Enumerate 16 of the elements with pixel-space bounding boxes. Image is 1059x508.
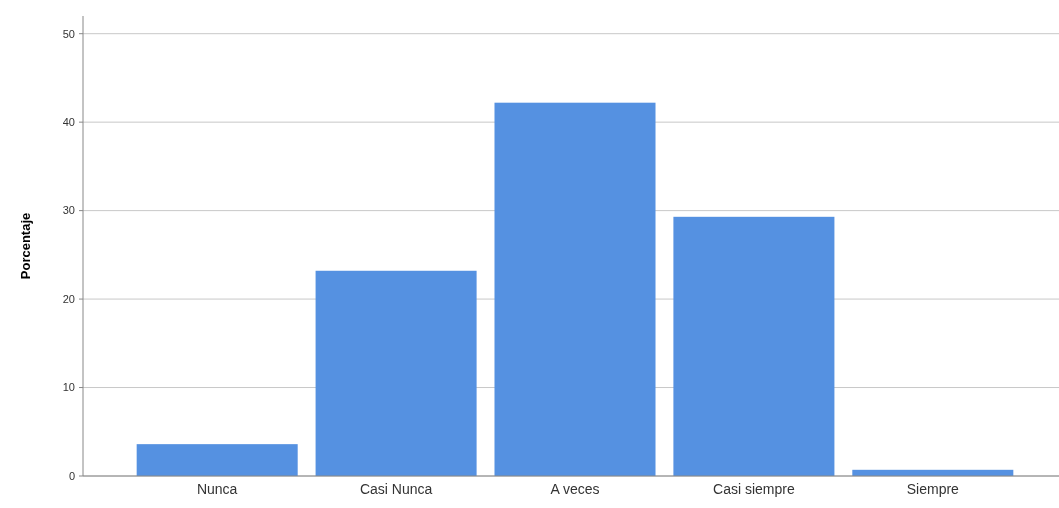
bar xyxy=(673,216,835,476)
y-tick-label: 30 xyxy=(62,204,75,217)
y-axis-title: Porcentaje xyxy=(18,212,33,280)
x-tick-label: Siempre xyxy=(906,481,960,497)
x-tick-label: Casi Nunca xyxy=(359,481,433,497)
bar xyxy=(136,444,298,476)
y-tick-label: 40 xyxy=(62,116,75,128)
x-tick-label: Casi siempre xyxy=(713,481,795,497)
bar xyxy=(315,270,477,476)
y-tick-label: 20 xyxy=(62,292,75,305)
y-tick-label: 50 xyxy=(62,27,75,40)
y-tick-label: 0 xyxy=(68,469,75,482)
y-tick-label: 10 xyxy=(62,381,75,394)
x-tick-label: Nunca xyxy=(196,481,238,497)
x-tick-label: A veces xyxy=(550,481,600,497)
bar xyxy=(494,102,656,476)
